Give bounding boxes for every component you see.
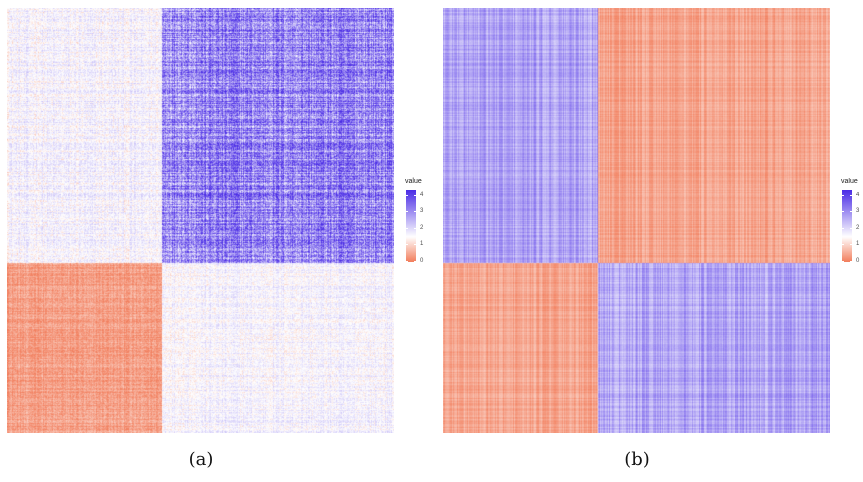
legend-tick-mark — [414, 227, 416, 229]
legend-tick-mark — [414, 261, 416, 262]
legend-tick-mark — [842, 227, 844, 229]
legend-tick-mark — [842, 244, 844, 246]
legend-tick-label: 3 — [856, 208, 860, 215]
legend-tick-label: 4 — [856, 191, 860, 198]
legend-tick-mark — [406, 227, 408, 229]
caption-a: (a) — [188, 449, 214, 470]
legend-tick-mark — [406, 211, 408, 213]
legend-tick-mark — [414, 194, 416, 196]
legend-tick-label: 3 — [420, 208, 424, 215]
legend-tick-label: 0 — [856, 258, 860, 264]
legend-tick-mark — [406, 244, 408, 246]
legend-tick-mark — [850, 194, 852, 196]
legend-tick-mark — [850, 227, 852, 229]
legend-tick-label: 2 — [420, 224, 424, 231]
legend-tick-mark — [842, 194, 844, 196]
colorbar-legend-b: value 0 1 2 3 4 — [841, 178, 863, 298]
legend-title: value — [405, 178, 422, 185]
legend-tick-label: 0 — [420, 258, 424, 264]
legend-tick-mark — [406, 261, 408, 262]
legend-title: value — [841, 178, 858, 185]
colorbar — [406, 190, 416, 262]
legend-tick-label: 4 — [420, 191, 424, 198]
legend-tick-mark — [414, 244, 416, 246]
legend-tick-label: 1 — [420, 241, 424, 248]
legend-tick-mark — [850, 261, 852, 262]
colorbar — [842, 190, 852, 262]
legend-tick-mark — [850, 211, 852, 213]
colorbar-legend-a: value 0 1 2 3 4 — [405, 178, 435, 298]
legend-tick-mark — [842, 261, 844, 262]
heatmap-panel-a — [7, 8, 394, 433]
legend-tick-mark — [406, 194, 408, 196]
heatmap-panel-b — [443, 8, 830, 433]
caption-b: (b) — [624, 449, 650, 470]
legend-tick-mark — [842, 211, 844, 213]
legend-tick-label: 1 — [856, 241, 860, 248]
legend-tick-mark — [414, 211, 416, 213]
legend-tick-label: 2 — [856, 224, 860, 231]
legend-tick-mark — [850, 244, 852, 246]
